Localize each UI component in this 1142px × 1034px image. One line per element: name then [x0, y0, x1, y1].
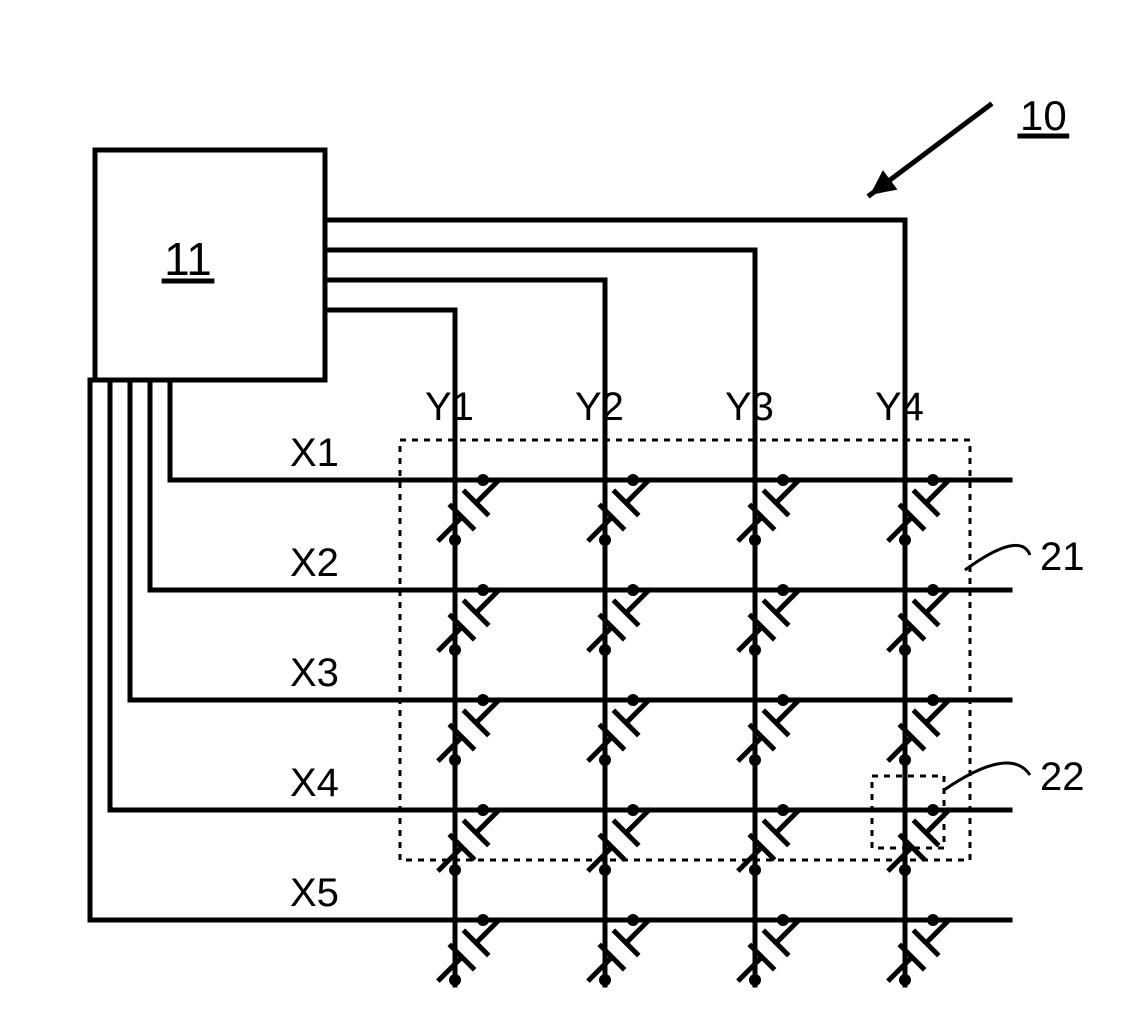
row-label-X5: X5: [290, 871, 339, 915]
row-label-X3: X3: [290, 651, 339, 695]
row-label-X4: X4: [290, 761, 339, 805]
row-label-X1: X1: [290, 431, 339, 475]
assembly-ref-label: 10: [1020, 92, 1067, 139]
col-label-Y4: Y4: [875, 385, 924, 429]
col-label-Y3: Y3: [725, 385, 774, 429]
controller-label: 11: [164, 233, 212, 285]
area-label: 21: [1040, 535, 1085, 579]
col-label-Y1: Y1: [425, 385, 474, 429]
circuit-diagram: 11 10 X1 X2 X3 X4 X5 Y1 Y2 Y3 Y4 21 22: [0, 0, 1142, 1034]
node-label: 22: [1040, 755, 1085, 799]
row-label-X2: X2: [290, 541, 339, 585]
col-label-Y2: Y2: [575, 385, 624, 429]
